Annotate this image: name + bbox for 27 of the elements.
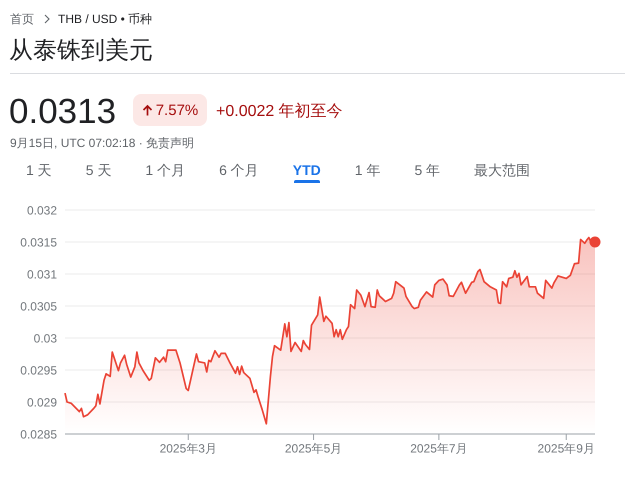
text: 1 天	[26, 162, 52, 180]
text: THB / USD • 币种	[58, 11, 152, 28]
text: 6 个月	[219, 162, 259, 180]
text: 1 年	[354, 162, 380, 180]
y-tick-label: 0.0305	[20, 299, 58, 314]
text: 9月15日, UTC 07:02:18 · 免责声明	[10, 135, 194, 152]
change-badge: 7.57%	[133, 94, 207, 126]
x-tick-label: 2025年5月	[284, 442, 342, 456]
x-tick-label: 2025年7月	[410, 442, 468, 456]
y-tick-label: 0.03	[34, 331, 58, 346]
y-tick-label: 0.029	[26, 395, 58, 410]
text: 1 个月	[145, 162, 186, 180]
text: 5 天	[86, 162, 112, 180]
y-tick-label: 0.0315	[20, 235, 58, 250]
x-tick-label: 2025年9月	[538, 442, 595, 456]
x-tick-label: 2025年3月	[160, 442, 217, 456]
y-tick-label: 0.0285	[20, 427, 58, 442]
y-tick-label: 0.031	[26, 267, 58, 282]
text: +0.0022 年初至今	[216, 102, 343, 122]
text: 5 年	[414, 162, 440, 180]
y-tick-label: 0.0295	[20, 363, 58, 378]
text: 最大范围	[474, 162, 530, 180]
text: YTD	[292, 162, 321, 180]
chart-title: 从泰铢到美元	[9, 36, 153, 66]
text: 首页	[10, 11, 34, 28]
y-tick-label: 0.032	[26, 203, 58, 218]
text: 0.0313	[9, 92, 116, 132]
